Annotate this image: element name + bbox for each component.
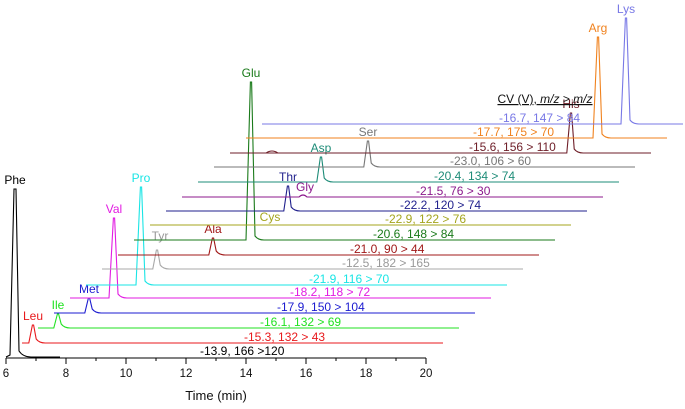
peak-label-gly: Gly (296, 180, 314, 194)
trace-arg: Arg -17.7, 175 > 70 (246, 21, 667, 139)
peak-label-lys: Lys (617, 2, 635, 16)
peak-label-leu: Leu (23, 309, 43, 323)
cv-annotation-arg: -17.7, 175 > 70 (473, 125, 554, 139)
peak-label-met: Met (79, 282, 100, 296)
trace-line (70, 217, 491, 299)
chromatogram-traces: Phe -13.9, 166 >120 Leu -15.3, 132 > 43 Ile -… (4, 2, 683, 358)
x-axis: 6 8 10 12 14 16 18 20 (3, 357, 433, 380)
x-tick-label: 20 (420, 368, 433, 380)
cv-annotation-glu: -20.6, 148 > 84 (373, 227, 454, 241)
trace-tyr: Tyr -12.5, 182 > 165 (102, 229, 523, 270)
cv-annotation-cys: -22.9, 122 > 76 (385, 212, 466, 226)
trace-asp: Asp -20.4, 134 > 74 (198, 141, 619, 183)
trace-line (134, 81, 555, 241)
trace-line (54, 297, 475, 314)
peak-label-thr: Thr (279, 170, 297, 184)
trace-lys: Lys -16.7, 147 > 84 (262, 2, 683, 125)
cv-annotation-ser: -23.0, 106 > 60 (450, 154, 531, 168)
trace-val: Val -18.2, 118 > 72 (70, 202, 491, 299)
cv-annotation-leu: -15.3, 132 > 43 (244, 330, 325, 344)
trace-ser: Ser -23.0, 106 > 60 (214, 125, 635, 168)
x-tick-label: 6 (3, 368, 9, 380)
trace-line (118, 237, 539, 256)
peak-label-his: His (562, 97, 579, 111)
peak-label-asp: Asp (311, 141, 332, 155)
trace-pro: Pro -21.9, 116 > 70 (86, 171, 507, 286)
x-tick-label: 18 (360, 368, 373, 380)
cv-annotation-thr: -22.2, 120 > 74 (400, 198, 481, 212)
cv-annotation-pro: -21.9, 116 > 70 (309, 272, 390, 286)
x-tick-label: 12 (180, 368, 193, 380)
trace-phe: Phe -13.9, 166 >120 (4, 173, 284, 358)
x-tick-label: 16 (300, 368, 313, 380)
trace-line (86, 186, 507, 286)
peak-label-tyr: Tyr (152, 229, 169, 243)
peak-label-ala: Ala (204, 222, 222, 236)
trace-ile: Ile -16.1, 132 > 69 (38, 298, 459, 329)
trace-cys: Cys -22.9, 122 > 76 (150, 210, 571, 226)
x-tick-label: 14 (240, 368, 253, 380)
peak-label-cys: Cys (260, 210, 281, 224)
trace-line (182, 194, 603, 198)
trace-his: His -15.6, 156 > 110 (230, 97, 651, 154)
trace-thr: Thr -22.2, 120 > 74 (166, 170, 587, 212)
trace-line (246, 36, 667, 139)
trace-line (214, 140, 635, 168)
trace-line (230, 112, 651, 154)
trace-line (262, 17, 683, 125)
peak-label-pro: Pro (132, 171, 151, 185)
cv-annotation-lys: -16.7, 147 > 84 (499, 111, 580, 125)
trace-gly: Gly -21.5, 76 > 30 (182, 180, 603, 198)
cv-annotation-met: -17.9, 150 > 104 (277, 300, 365, 314)
x-tick-label: 8 (63, 368, 69, 380)
peak-label-val: Val (106, 202, 122, 216)
cv-annotation-asp: -20.4, 134 > 74 (434, 169, 515, 183)
cv-annotation-ala: -21.0, 90 > 44 (350, 242, 425, 256)
trace-line (38, 313, 459, 329)
trace-line (22, 324, 443, 344)
x-axis-title: Time (min) (185, 388, 247, 403)
peak-label-arg: Arg (589, 21, 608, 35)
trace-glu: Glu -20.6, 148 > 84 (134, 66, 555, 241)
cv-annotation-his: -15.6, 156 > 110 (469, 140, 556, 154)
trace-ala: Ala -21.0, 90 > 44 (118, 222, 539, 256)
cv-annotation-ile: -16.1, 132 > 69 (260, 315, 341, 329)
peak-label-ile: Ile (52, 298, 65, 312)
cv-annotation-tyr: -12.5, 182 > 165 (342, 256, 430, 270)
peak-label-glu: Glu (242, 66, 261, 80)
trace-line (102, 249, 523, 270)
trace-line (5, 188, 60, 358)
cv-annotation-gly: -21.5, 76 > 30 (416, 184, 491, 198)
trace-line (166, 185, 587, 212)
legend-header: CV (V), m/z > m/z (497, 92, 592, 106)
cv-annotation-phe: -13.9, 166 >120 (200, 344, 285, 358)
x-tick-label: 10 (120, 368, 133, 380)
trace-leu: Leu -15.3, 132 > 43 (22, 309, 443, 344)
trace-line (198, 156, 619, 183)
peak-label-phe: Phe (4, 173, 26, 187)
cv-annotation-val: -18.2, 118 > 72 (290, 285, 371, 299)
peak-label-ser: Ser (359, 125, 378, 139)
